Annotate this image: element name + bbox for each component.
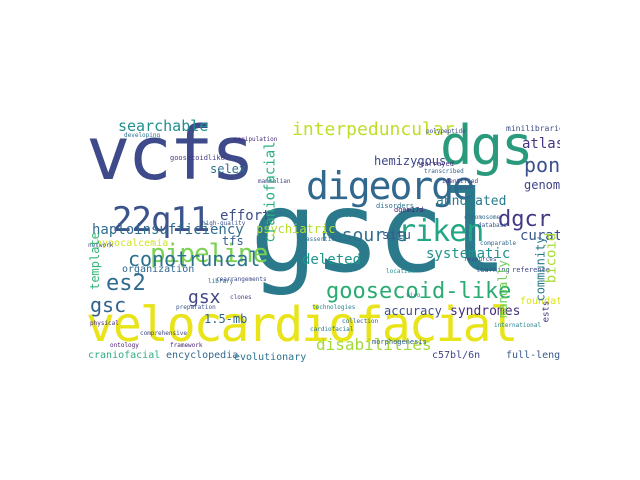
word-location: location	[386, 268, 415, 275]
word-gscl: gscl	[250, 168, 508, 298]
word-gsx: gsx	[188, 287, 221, 308]
word-effort: effort	[220, 208, 271, 224]
word-1.5-mb: 1.5-mb	[204, 312, 248, 326]
word-vcfs: vcfs	[86, 117, 255, 197]
word-evolutionary: encyclopedia	[166, 350, 239, 361]
word-c57bl6n: evolutionary	[234, 352, 307, 363]
word-disorders: disorders	[376, 202, 414, 210]
word-deleted: deleted	[302, 252, 362, 268]
word-22q11: 22q11	[112, 200, 210, 240]
word-disabilities: disabilities	[316, 335, 432, 354]
word-cardiofacial: cardiofacial	[310, 326, 354, 333]
word-rearrayed: rearrayed	[416, 160, 454, 168]
word-library: library	[208, 278, 234, 285]
word-learning: learning	[476, 266, 510, 274]
word-es2: es2	[106, 271, 146, 296]
word-collection: collection	[342, 318, 379, 325]
word-comprehensive: comprehensive	[140, 330, 187, 337]
word-psychiatric: psychiatric	[256, 222, 336, 236]
word-framework: framework	[170, 342, 203, 349]
word-bicoid: bicoid	[543, 232, 560, 284]
word-ontology: ontology	[110, 342, 139, 349]
word-accuracy: accuracy	[384, 304, 442, 318]
word-goosecoidlike: goosecoidlike	[170, 154, 225, 162]
word-cloud: gscl vcfs velocardiofacial dgs digeorge …	[80, 117, 560, 363]
word-morphogenesis: morphogenesis	[372, 338, 427, 346]
word-transcribed: transcribed	[424, 168, 464, 175]
word-database: database	[478, 222, 507, 229]
word-encyclopedia: craniofacial	[88, 350, 161, 361]
word-haploinsufficiency: haploinsufficiency	[92, 222, 244, 238]
word-gsc: gsc	[90, 293, 127, 317]
word-syndromes: syndromes	[450, 304, 521, 319]
word-dgs: dgs	[440, 117, 534, 177]
word-network: network	[88, 242, 114, 249]
word-genes: genes	[334, 212, 353, 219]
word-clones: clones	[230, 294, 252, 301]
word-selex: selex	[210, 162, 247, 176]
word-systematic: systematic	[426, 246, 511, 262]
word-organization: organization	[122, 264, 195, 275]
word-comparable: comparable	[480, 240, 517, 247]
word-technologies: technologies	[312, 304, 356, 311]
word-pons: pons	[524, 153, 560, 177]
word-hypocalcemia: hypocalcemia	[96, 238, 169, 249]
word-digeorge: digeorge	[306, 164, 475, 208]
word-annotated: annotated	[436, 194, 507, 209]
word-hemizygous: hemizygous	[374, 154, 447, 168]
word-assertions: assertions	[306, 236, 343, 243]
word-ests: ests	[541, 300, 552, 323]
word-dgem17d: dgem17d	[394, 206, 424, 214]
word-manipulation: manipulation	[234, 136, 278, 143]
word-preparation: preparation	[176, 304, 216, 311]
word-minilibraries: minilibraries	[506, 124, 560, 133]
word-chromosome: chromosome	[464, 214, 501, 221]
word-searchable: searchable	[118, 117, 209, 135]
word-goosecoid-like: goosecoid-like	[326, 279, 512, 304]
word-manually: manually	[495, 260, 510, 318]
word-interpeduncular: interpeduncular	[292, 119, 455, 140]
word-resources: resources	[464, 256, 497, 263]
word-rearrangements: rearrangements	[216, 276, 267, 283]
word-genome: genome	[524, 178, 560, 192]
word-tfs: tfs	[222, 234, 244, 248]
word-resource: resource	[320, 225, 407, 246]
word-high-quality: high-quality	[202, 220, 246, 227]
word-physical: physical	[90, 320, 119, 327]
word-full-length: c57bl/6n	[432, 350, 481, 361]
word-dgcr: dgcr	[498, 207, 551, 232]
word-hybridization: full-length	[506, 350, 560, 361]
word-pipeline: pipeline	[150, 239, 268, 269]
word-developing: developing	[124, 132, 161, 139]
word-atlas: atlas	[522, 136, 560, 152]
word-reference: reference	[512, 266, 550, 274]
word-craniofacial: craniofacial	[262, 141, 279, 243]
word-curated: curated	[520, 228, 560, 244]
word-mammalian: mammalian	[258, 178, 291, 185]
word-international: international	[494, 322, 541, 329]
word-foundation: foundation	[520, 296, 560, 307]
word-velocardiofacial: velocardiofacial	[86, 297, 518, 353]
word-conotruncal: conotruncal	[128, 247, 261, 271]
word-template: template	[87, 232, 102, 290]
word-vivo: vivo	[406, 292, 421, 299]
word-polypeptide: polypeptide	[426, 128, 466, 135]
word-riken: riken	[398, 214, 484, 249]
word-situ: situ	[382, 228, 411, 242]
word-identified: identified	[442, 178, 479, 185]
